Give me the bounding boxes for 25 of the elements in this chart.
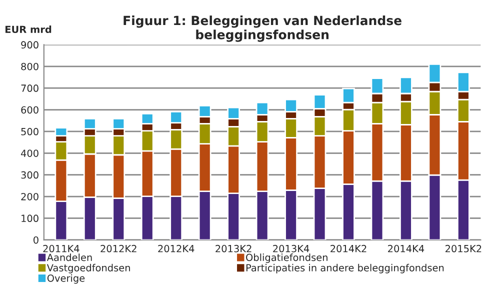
x-tick-label: 2012K2: [100, 244, 136, 252]
x-tick-label: 2014K4: [388, 244, 424, 252]
x-tick-label: 2011K4: [43, 244, 80, 252]
legend-label: Vastgoedfondsen: [46, 264, 130, 274]
y-tick-label: 500: [21, 128, 38, 136]
y-axis-title: EUR mrd: [6, 26, 52, 34]
y-tick-label: 100: [22, 214, 38, 222]
y-tick-label: 200: [21, 192, 38, 200]
legend-label: Aandelen: [46, 254, 92, 262]
x-tick-label: 2015K2: [446, 244, 482, 252]
y-tick-label: 300: [21, 171, 38, 179]
y-tick-label: 700: [21, 84, 38, 92]
y-tick-label: 600: [21, 106, 38, 114]
x-tick-label: 2013K2: [216, 244, 252, 252]
y-tick-label: 0: [34, 236, 38, 244]
x-tick-label: 2014K2: [330, 244, 366, 252]
y-tick-label: 800: [21, 62, 38, 70]
legend-label: Overige: [47, 274, 85, 284]
x-tick-label: 2013K4: [273, 244, 310, 252]
chart-title: Figuur 1: Beleggingen van Nederlandse beleggingsfondsen: [124, 16, 402, 42]
legend-label: Participaties in andere beleggingfondsen: [246, 264, 444, 274]
legend-label: Obligatiefondsen: [246, 254, 328, 263]
y-tick-label: 400: [20, 150, 38, 157]
y-tick-label: 900: [21, 41, 38, 49]
x-tick-label: 2012K4: [158, 244, 194, 252]
